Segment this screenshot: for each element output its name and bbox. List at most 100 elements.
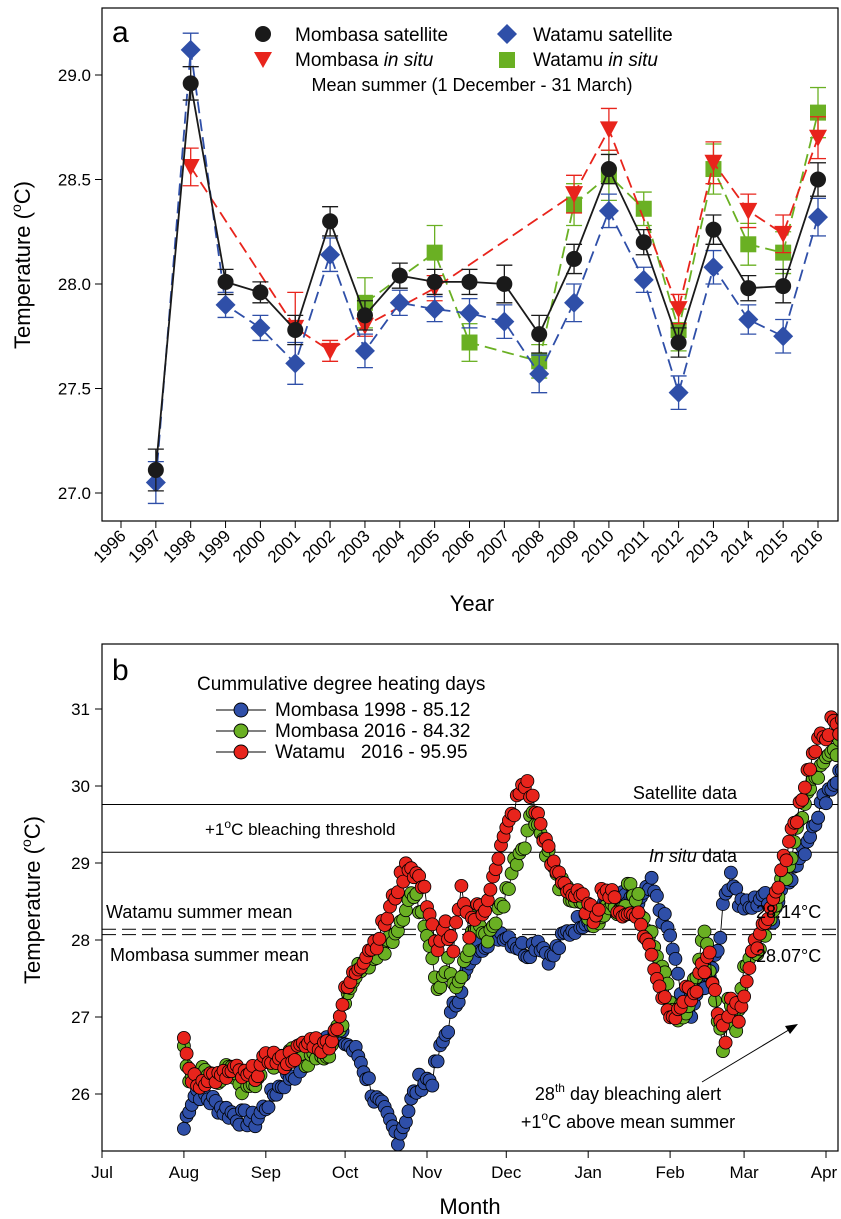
- data-point: [320, 244, 341, 265]
- data-point: [335, 997, 350, 1012]
- data-point: [426, 244, 443, 261]
- x-tick-label: Aug: [169, 1163, 199, 1182]
- legend-title: Cummulative degree heating days: [197, 674, 485, 695]
- data-point: [250, 1069, 265, 1084]
- data-point: [775, 278, 792, 295]
- data-point: [779, 853, 794, 868]
- data-point: [740, 280, 757, 297]
- data-point: [480, 934, 495, 949]
- x-tick-label: 2016: [787, 526, 827, 566]
- data-point: [739, 974, 754, 989]
- y-tick-label: 28.0: [58, 275, 91, 294]
- data-point: [389, 292, 410, 313]
- alert-label-line1: 28th day bleaching alert: [535, 1081, 721, 1104]
- data-point: [176, 1121, 191, 1136]
- x-tick-label: 2014: [717, 526, 757, 566]
- data-point: [461, 334, 478, 351]
- data-point: [671, 966, 685, 981]
- x-tick-label: Mar: [729, 1163, 759, 1182]
- data-point: [566, 250, 583, 267]
- data-point: [798, 780, 812, 795]
- data-point: [361, 1071, 376, 1086]
- y-tick-label: 27.5: [58, 380, 91, 399]
- data-point: [180, 39, 201, 60]
- data-point: [564, 292, 585, 313]
- panel-b-legend: Cummulative degree heating days Mombasa …: [197, 674, 485, 763]
- data-point: [488, 916, 503, 931]
- data-point: [600, 161, 617, 178]
- watamu-mean-value: 28.14°C: [756, 902, 821, 922]
- data-point: [443, 929, 458, 943]
- data-point: [697, 924, 712, 939]
- data-point: [697, 965, 712, 980]
- data-point: [631, 905, 646, 920]
- panel-b-frame: [101, 643, 839, 1152]
- legend-label-mombasa-1998: Mombasa 1998 - 85.12: [275, 700, 470, 721]
- data-point: [179, 1046, 194, 1061]
- alert-arrow-line: [701, 1027, 793, 1083]
- data-point: [541, 839, 556, 854]
- data-point: [426, 273, 443, 290]
- data-point: [650, 889, 664, 903]
- x-tick-label: 2011: [613, 526, 652, 565]
- data-point: [724, 865, 738, 880]
- legend-marker-watamu-in-situ: [499, 52, 515, 68]
- panel-a-subtitle: Mean summer (1 December - 31 March): [311, 75, 632, 95]
- watamu-summer-mean-label: Watamu summer mean: [106, 902, 292, 922]
- data-point: [354, 340, 375, 361]
- data-point: [808, 207, 828, 228]
- x-tick-label: 1996: [90, 526, 130, 566]
- panel-b-ylabel: Temperature (oC): [18, 816, 45, 984]
- in-situ-data-label: In situ data: [649, 846, 738, 866]
- x-tick-label: 2004: [368, 526, 408, 566]
- data-point: [829, 775, 838, 790]
- x-tick-label: 2001: [264, 526, 304, 566]
- data-point: [182, 75, 199, 92]
- mombasa-mean-value: 28.07°C: [756, 946, 821, 966]
- panel-a-label: a: [112, 16, 129, 49]
- data-point: [634, 917, 648, 932]
- data-point: [565, 186, 584, 204]
- series-watamu-2016-95-95: [176, 710, 838, 1095]
- data-point: [835, 713, 838, 726]
- data-point: [808, 744, 823, 759]
- data-point: [829, 748, 838, 763]
- x-tick-label: Apr: [811, 1163, 838, 1182]
- panel-a-ylabel: Temperature (oC): [8, 181, 35, 349]
- x-tick-label: Nov: [412, 1163, 443, 1182]
- data-point: [462, 943, 477, 957]
- data-point: [644, 870, 659, 885]
- data-point: [607, 890, 622, 905]
- legend-label-watamu-2016: Watamu 2016 - 95.95: [275, 742, 468, 763]
- data-point: [591, 902, 606, 917]
- data-point: [552, 941, 566, 955]
- data-point: [531, 326, 548, 343]
- data-point: [525, 788, 540, 803]
- data-point: [774, 225, 793, 243]
- data-point: [738, 309, 759, 330]
- data-point: [322, 213, 339, 230]
- data-point: [520, 774, 535, 788]
- data-point: [430, 1054, 445, 1069]
- data-point: [496, 899, 511, 914]
- data-point: [633, 269, 654, 290]
- data-point: [771, 880, 786, 895]
- data-point: [494, 311, 515, 332]
- data-point: [330, 1022, 345, 1037]
- data-point: [599, 121, 618, 139]
- panel-a-xlabel: Year: [450, 591, 494, 616]
- x-tick-label: Jan: [574, 1163, 601, 1182]
- panel-a-legend: Mombasa satellite Mombasa in situ Watamu…: [254, 24, 673, 95]
- data-point: [737, 989, 751, 1004]
- data-point: [819, 796, 833, 811]
- data-point: [598, 200, 619, 221]
- series-line: [154, 49, 819, 483]
- panel-a-chart: a 27.027.528.028.529.0199619971998199920…: [8, 7, 839, 616]
- data-point: [483, 882, 498, 897]
- x-tick-label: 2007: [473, 526, 513, 566]
- data-point: [372, 931, 387, 946]
- x-tick-label: Oct: [332, 1163, 359, 1182]
- bleaching-threshold-label: +1oC bleaching threshold: [205, 817, 396, 839]
- data-point: [803, 762, 817, 777]
- y-tick-label: 28.5: [58, 171, 91, 190]
